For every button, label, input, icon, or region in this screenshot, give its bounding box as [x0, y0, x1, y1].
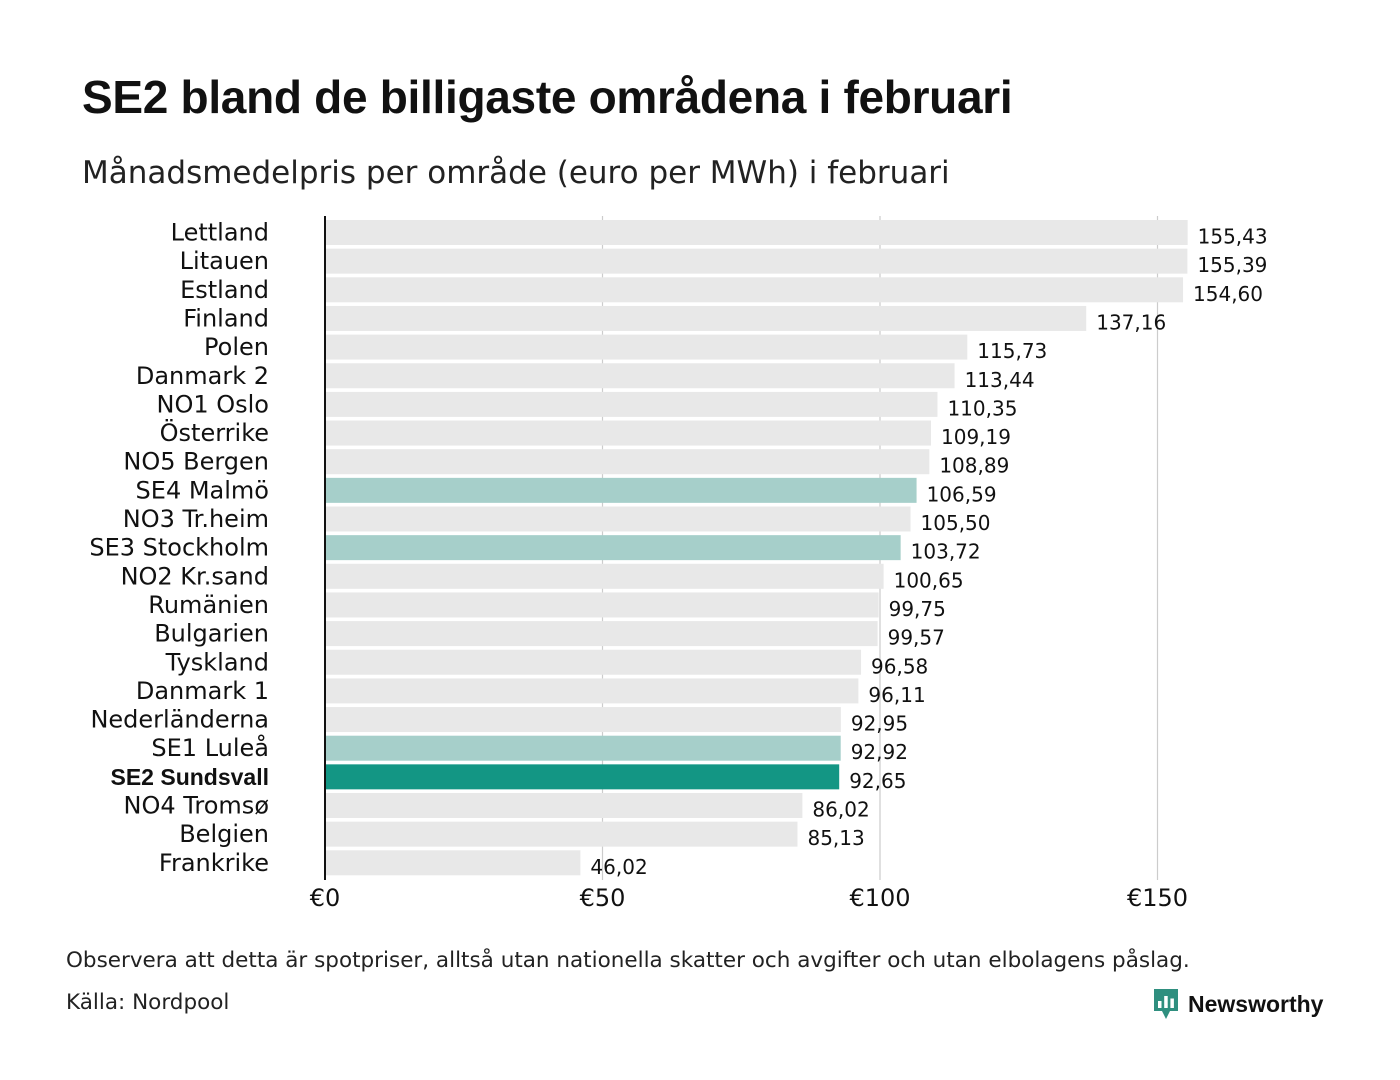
- value-label: 105,50: [921, 511, 991, 535]
- category-label: Tyskland: [165, 648, 269, 676]
- category-label: NO2 Kr.sand: [121, 562, 269, 590]
- x-tick-label: €150: [1127, 884, 1188, 912]
- category-label: Litauen: [180, 247, 269, 275]
- value-label: 155,43: [1198, 225, 1268, 249]
- bar: [326, 334, 968, 360]
- bar: [326, 764, 840, 790]
- bar: [326, 277, 1184, 303]
- category-labels: LettlandLitauenEstlandFinlandPolenDanmar…: [89, 219, 269, 877]
- bar: [326, 506, 911, 532]
- bar: [326, 821, 798, 847]
- bar: [326, 248, 1188, 274]
- category-label: Nederländerna: [90, 706, 269, 734]
- x-tick-label: €0: [310, 884, 341, 912]
- category-label: Österrike: [160, 418, 269, 447]
- value-label: 92,92: [851, 740, 908, 764]
- bar: [326, 592, 879, 618]
- bar: [326, 793, 803, 818]
- value-label: 103,72: [911, 540, 981, 564]
- value-label: 137,16: [1096, 310, 1166, 334]
- category-label: NO3 Tr.heim: [123, 505, 269, 533]
- value-label: 92,95: [851, 712, 908, 736]
- category-label: Finland: [183, 304, 269, 332]
- value-label: 154,60: [1193, 282, 1263, 306]
- bar: [326, 420, 932, 446]
- value-label: 99,75: [889, 597, 946, 621]
- bar: [326, 563, 884, 589]
- category-label: NO4 Tromsø: [124, 792, 269, 820]
- value-labels: 155,43 155,39 154,60 137,16 115,73 113,44 110,…: [590, 225, 1267, 879]
- bar: [326, 621, 878, 647]
- category-label: Danmark 1: [136, 677, 269, 705]
- bar: [326, 535, 901, 561]
- brand-logo[interactable]: Newsworthy: [1152, 984, 1323, 1024]
- category-label: Belgien: [179, 820, 269, 848]
- category-label: Danmark 2: [136, 362, 269, 390]
- value-label: 109,19: [941, 425, 1011, 449]
- category-label: Polen: [204, 333, 269, 361]
- chart-title: SE2 bland de billigaste områdena i febru…: [82, 71, 1013, 123]
- category-label-highlight: SE2 Sundsvall: [110, 764, 269, 790]
- category-label: Lettland: [171, 219, 269, 247]
- x-tick-label: €50: [580, 884, 626, 912]
- x-tick-label: €100: [849, 884, 910, 912]
- value-label: 92,65: [849, 769, 906, 793]
- value-label: 106,59: [927, 482, 997, 506]
- bar: [326, 850, 581, 876]
- bar: [326, 735, 841, 761]
- value-label: 46,02: [590, 855, 647, 879]
- bars: [326, 220, 1188, 876]
- category-label: Estland: [180, 276, 269, 304]
- chart-subtitle: Månadsmedelpris per område (euro per MWh…: [82, 155, 950, 191]
- value-label: 110,35: [947, 396, 1017, 420]
- category-label: Frankrike: [159, 849, 269, 877]
- source-note: Källa: Nordpool: [66, 990, 230, 1015]
- value-label: 100,65: [894, 568, 964, 592]
- bar: [326, 707, 841, 733]
- x-axis: €0 €50 €100 €150: [310, 216, 1188, 912]
- value-label: 85,13: [807, 826, 864, 850]
- category-label: Rumänien: [148, 591, 269, 619]
- bar: [326, 477, 917, 503]
- bar: [326, 391, 938, 417]
- footnote: Observera att detta är spotpriser, allts…: [66, 948, 1190, 973]
- bar-chart: LettlandLitauenEstlandFinlandPolenDanmar…: [89, 216, 1268, 912]
- bar: [326, 449, 930, 475]
- bar: [326, 649, 862, 675]
- category-label: SE1 Luleå: [151, 733, 269, 762]
- value-label: 155,39: [1197, 253, 1267, 277]
- value-label: 115,73: [977, 339, 1047, 363]
- brand-name: Newsworthy: [1188, 990, 1324, 1017]
- bar: [326, 220, 1188, 245]
- value-label: 86,02: [812, 798, 869, 822]
- category-label: Bulgarien: [154, 620, 269, 648]
- category-label: NO1 Oslo: [157, 390, 270, 418]
- category-label: NO5 Bergen: [123, 448, 269, 476]
- bar: [326, 305, 1087, 331]
- bar-chart-icon: [1154, 989, 1178, 1019]
- bar: [326, 678, 859, 704]
- value-label: 96,58: [871, 654, 928, 678]
- category-label: SE3 Stockholm: [89, 534, 269, 562]
- value-label: 113,44: [965, 368, 1035, 392]
- category-label: SE4 Malmö: [136, 476, 269, 504]
- value-label: 108,89: [939, 454, 1009, 478]
- bar: [326, 363, 955, 389]
- value-label: 96,11: [868, 683, 925, 707]
- value-label: 99,57: [888, 626, 945, 650]
